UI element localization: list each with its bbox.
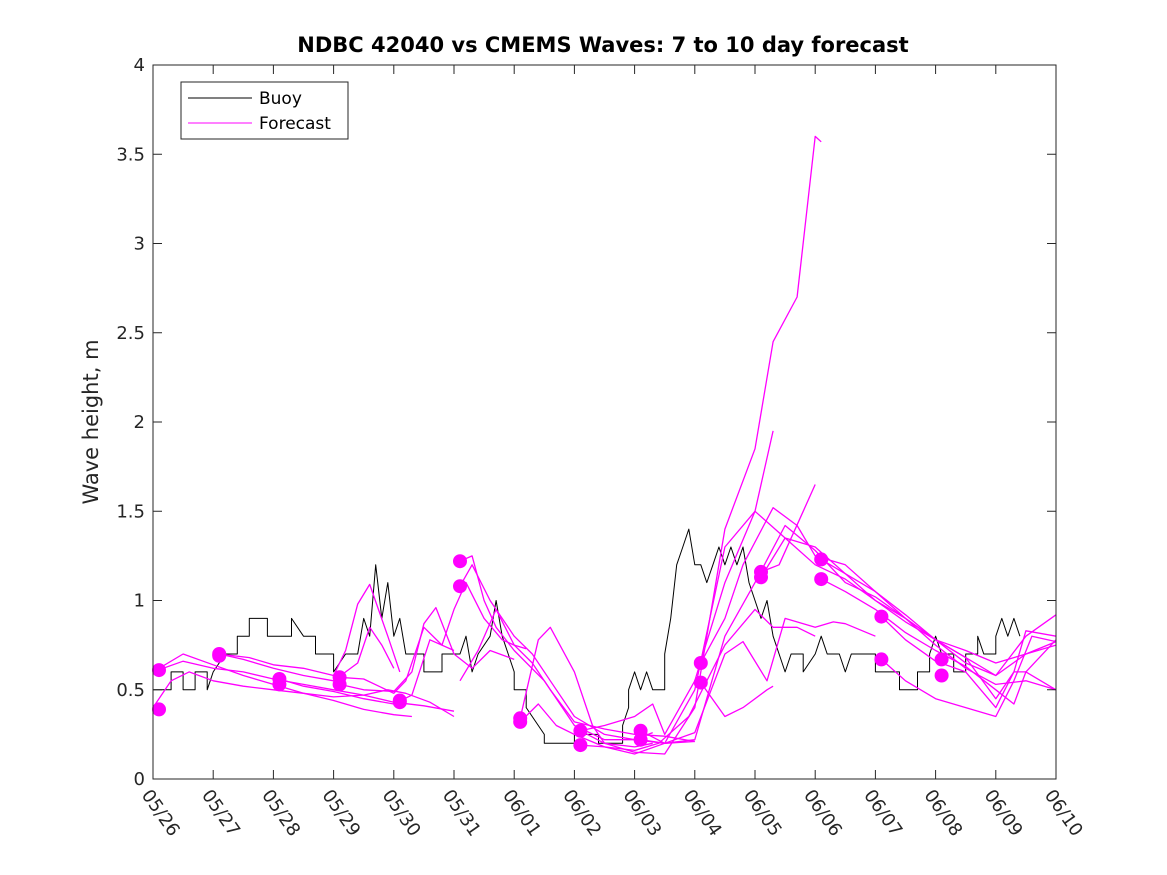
y-tick-label-7: 3.5	[116, 144, 145, 165]
buoy-series-line	[153, 528, 1021, 744]
y-tick-label-1: 0.5	[116, 680, 145, 701]
y-axis-label: Wave height, m	[79, 339, 103, 504]
y-tick-label-8: 4	[134, 55, 145, 76]
forecast-series-line-25	[880, 616, 1057, 709]
legend-forecast-label: Forecast	[259, 114, 331, 134]
forecast-start-marker-11	[453, 579, 467, 594]
forecast-series-line-7	[339, 606, 515, 693]
forecast-series-line-5	[219, 583, 401, 677]
forecast-series-line-24	[820, 578, 1057, 705]
forecast-series-line-22	[760, 537, 1057, 664]
series-layer	[152, 135, 1057, 755]
forecast-series-line-18	[640, 617, 876, 744]
forecast-series-line-2	[152, 653, 412, 718]
forecast-series-line-16	[580, 510, 1057, 736]
forecast-series-line-9	[459, 555, 653, 741]
forecast-series-line-8	[339, 581, 527, 694]
forecast-series-line-20	[700, 682, 774, 718]
marker-layer	[152, 552, 949, 753]
legend-box	[180, 81, 349, 140]
forecast-start-marker-15	[573, 738, 588, 753]
forecast-start-marker-1	[152, 702, 166, 717]
y-tick-label-5: 2.5	[116, 323, 145, 344]
forecast-start-marker-10	[453, 554, 467, 569]
y-tick-label-3: 1.5	[116, 501, 145, 522]
y-tick-label-2: 1	[134, 591, 145, 612]
forecast-start-marker-17	[633, 732, 648, 747]
legend-buoy-label: Buoy	[259, 89, 302, 109]
y-tick-label-0: 0	[134, 769, 145, 790]
forecast-start-marker-9	[392, 695, 407, 710]
forecast-series-line-26	[880, 635, 1057, 718]
forecast-start-marker-19	[693, 675, 708, 690]
forecast-start-marker-24	[874, 609, 889, 624]
forecast-start-marker-21	[754, 570, 768, 585]
forecast-series-line-6	[279, 639, 455, 705]
forecast-series-line-21	[760, 484, 816, 573]
forecast-series-line-12	[519, 626, 653, 748]
y-tick-label-6: 3	[134, 234, 145, 255]
forecast-series-line-15	[580, 430, 774, 755]
y-tick-label-4: 2	[134, 412, 145, 433]
chart-title: NDBC 42040 vs CMEMS Waves: 7 to 10 day f…	[297, 33, 908, 57]
y-axis: 0 0.5 1 1.5 2 2.5 3 3.5 4	[116, 55, 1056, 790]
forecast-start-marker-23	[814, 572, 829, 587]
forecast-start-marker-7	[332, 677, 347, 692]
forecast-series-line-3	[152, 671, 455, 718]
forecast-series-line-14	[580, 135, 822, 755]
forecast-start-marker-18	[693, 656, 708, 670]
plot-area	[153, 65, 1056, 779]
forecast-start-marker-5	[272, 677, 287, 692]
forecast-start-marker-26	[934, 652, 949, 667]
forecast-start-marker-25	[874, 652, 889, 667]
legend: Buoy Forecast	[180, 81, 349, 140]
forecast-start-marker-3	[212, 648, 227, 663]
forecast-series-line-13	[519, 608, 816, 752]
forecast-start-marker-14	[573, 723, 588, 738]
forecast-series-line-23	[820, 558, 1057, 677]
forecast-start-marker-27	[934, 668, 949, 683]
forecast-start-marker-0	[152, 663, 166, 678]
forecast-start-marker-13	[513, 714, 528, 729]
forecast-start-marker-22	[814, 552, 829, 567]
